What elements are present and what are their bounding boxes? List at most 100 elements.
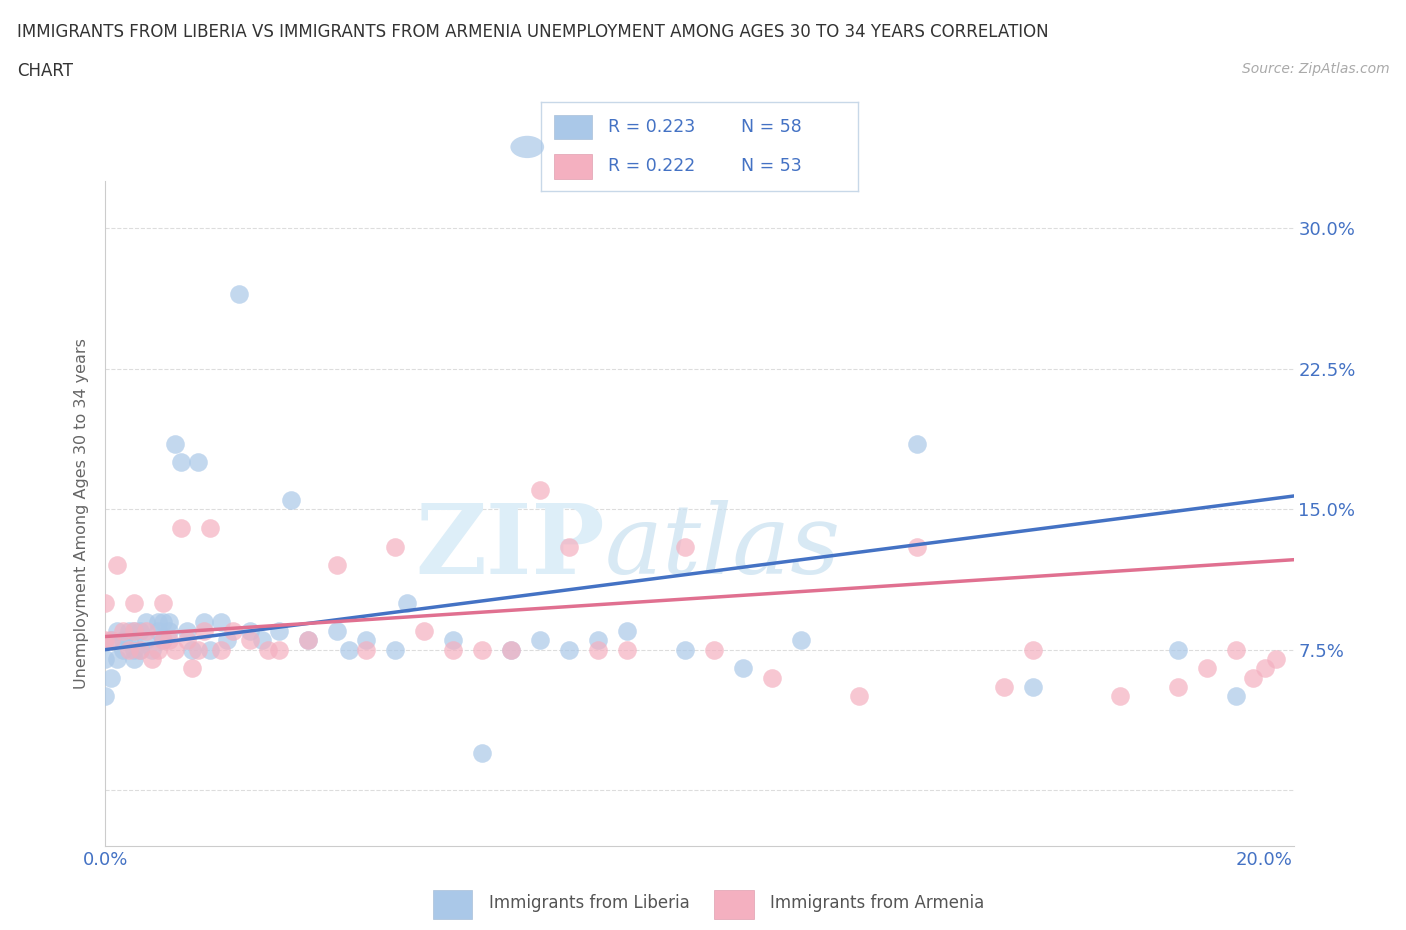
Point bbox=[94, 652, 117, 667]
Point bbox=[326, 558, 349, 573]
Point bbox=[256, 643, 278, 658]
Point bbox=[471, 643, 494, 658]
Point bbox=[616, 643, 638, 658]
Point bbox=[152, 595, 174, 610]
Point bbox=[280, 492, 302, 507]
Text: atlas: atlas bbox=[605, 500, 841, 594]
Point bbox=[1167, 643, 1189, 658]
Point bbox=[529, 483, 551, 498]
Point bbox=[297, 632, 319, 647]
Point bbox=[673, 539, 696, 554]
Point bbox=[152, 632, 174, 647]
Point bbox=[117, 643, 139, 658]
Point bbox=[1167, 680, 1189, 695]
Point bbox=[100, 671, 122, 685]
Text: R = 0.223: R = 0.223 bbox=[607, 117, 695, 136]
Point bbox=[176, 632, 198, 647]
Point bbox=[111, 632, 134, 647]
Point bbox=[135, 623, 157, 638]
Text: Immigrants from Liberia: Immigrants from Liberia bbox=[489, 894, 690, 912]
Point bbox=[157, 614, 180, 629]
Text: IMMIGRANTS FROM LIBERIA VS IMMIGRANTS FROM ARMENIA UNEMPLOYMENT AMONG AGES 30 TO: IMMIGRANTS FROM LIBERIA VS IMMIGRANTS FR… bbox=[17, 23, 1049, 41]
Point bbox=[529, 632, 551, 647]
Point bbox=[269, 623, 291, 638]
Point bbox=[141, 652, 163, 667]
Point bbox=[146, 643, 169, 658]
Bar bbox=[433, 890, 472, 919]
Bar bbox=[554, 154, 592, 179]
Point bbox=[905, 539, 928, 554]
Point bbox=[193, 614, 215, 629]
Point bbox=[94, 632, 117, 647]
Point bbox=[129, 643, 152, 658]
Point bbox=[105, 652, 128, 667]
Point bbox=[905, 436, 928, 451]
Point bbox=[198, 643, 221, 658]
Point bbox=[1108, 689, 1130, 704]
Point bbox=[146, 614, 169, 629]
Point bbox=[198, 521, 221, 536]
Point bbox=[209, 643, 232, 658]
Point bbox=[170, 521, 193, 536]
Point bbox=[163, 643, 186, 658]
Point bbox=[1265, 652, 1288, 667]
Point bbox=[157, 632, 180, 647]
Point bbox=[1022, 680, 1045, 695]
Text: R = 0.222: R = 0.222 bbox=[607, 157, 695, 176]
Text: ZIP: ZIP bbox=[415, 500, 605, 594]
Point bbox=[384, 643, 406, 658]
Point bbox=[269, 643, 291, 658]
Point bbox=[117, 632, 139, 647]
Point bbox=[337, 643, 360, 658]
Point bbox=[761, 671, 783, 685]
Point bbox=[586, 643, 609, 658]
Point bbox=[501, 643, 523, 658]
Point bbox=[152, 632, 174, 647]
Point bbox=[111, 623, 134, 638]
Text: Immigrants from Armenia: Immigrants from Armenia bbox=[770, 894, 984, 912]
Point bbox=[1225, 643, 1247, 658]
Point bbox=[187, 643, 209, 658]
Point bbox=[135, 632, 157, 647]
Point bbox=[141, 643, 163, 658]
Point bbox=[181, 661, 204, 676]
Point bbox=[94, 689, 117, 704]
Bar bbox=[714, 890, 754, 919]
Point bbox=[326, 623, 349, 638]
Point bbox=[217, 632, 239, 647]
Text: CHART: CHART bbox=[17, 62, 73, 80]
Point bbox=[105, 623, 128, 638]
Point bbox=[146, 623, 169, 638]
Y-axis label: Unemployment Among Ages 30 to 34 years: Unemployment Among Ages 30 to 34 years bbox=[75, 339, 90, 689]
Point bbox=[354, 632, 377, 647]
Point bbox=[239, 632, 262, 647]
Point bbox=[413, 623, 436, 638]
Point bbox=[100, 632, 122, 647]
Point bbox=[105, 558, 128, 573]
Point bbox=[1225, 689, 1247, 704]
Point bbox=[94, 595, 117, 610]
Point bbox=[586, 632, 609, 647]
Point bbox=[117, 623, 139, 638]
Point bbox=[558, 643, 581, 658]
Point bbox=[124, 623, 146, 638]
Point bbox=[1241, 671, 1264, 685]
Point bbox=[558, 539, 581, 554]
Point bbox=[209, 614, 232, 629]
Point bbox=[135, 614, 157, 629]
Point bbox=[124, 595, 146, 610]
Point bbox=[250, 632, 273, 647]
Point bbox=[170, 455, 193, 470]
Point bbox=[124, 643, 146, 658]
Point bbox=[395, 595, 418, 610]
Point bbox=[848, 689, 870, 704]
Point bbox=[441, 643, 464, 658]
Point bbox=[181, 643, 204, 658]
Text: N = 53: N = 53 bbox=[741, 157, 801, 176]
Point bbox=[176, 623, 198, 638]
Point bbox=[124, 652, 146, 667]
Text: Source: ZipAtlas.com: Source: ZipAtlas.com bbox=[1241, 62, 1389, 76]
Point bbox=[354, 643, 377, 658]
Point bbox=[124, 623, 146, 638]
Point bbox=[731, 661, 754, 676]
